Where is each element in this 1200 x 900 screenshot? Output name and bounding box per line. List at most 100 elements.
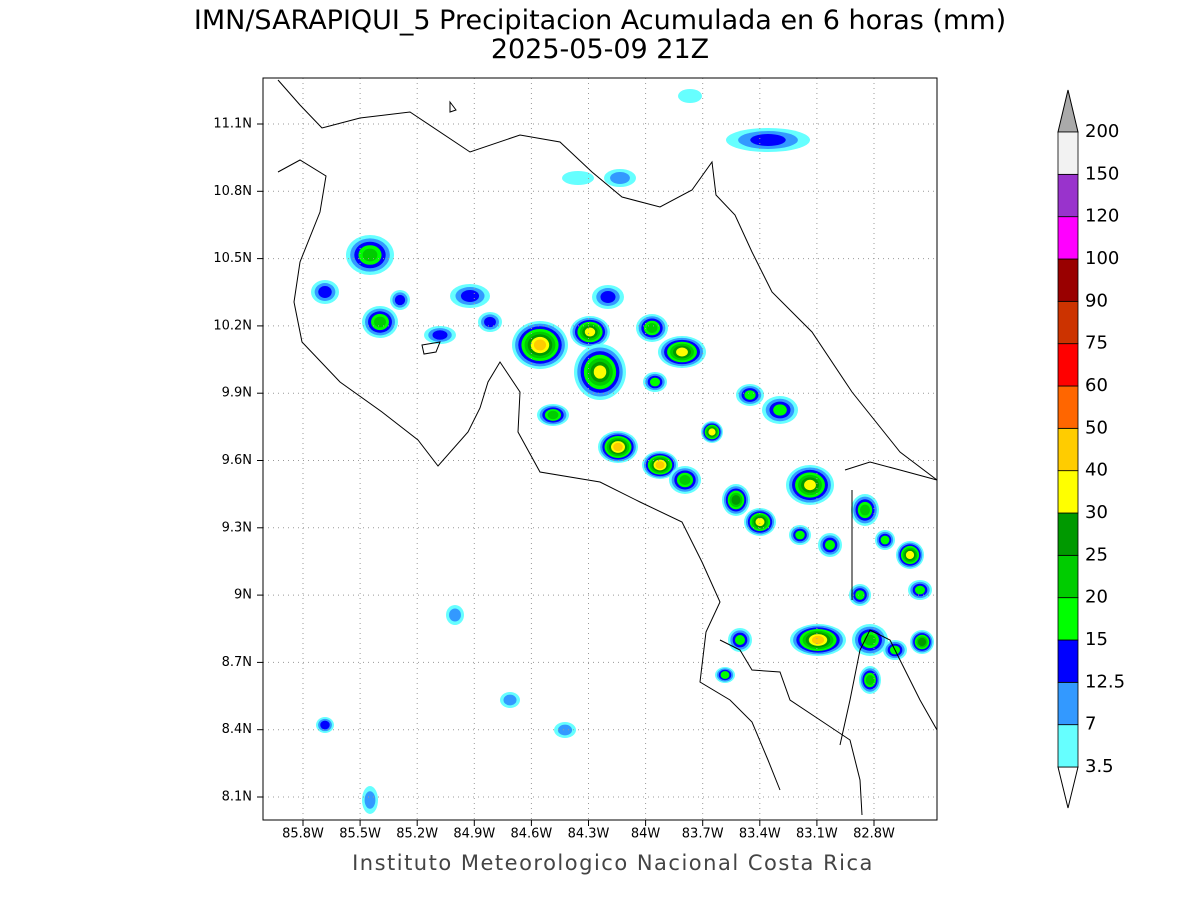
lon-label: 85.2W: [396, 827, 438, 842]
rain-cell: [484, 316, 496, 328]
footer: Instituto Meteorologico Nacional Costa R…: [352, 851, 874, 875]
colorbar-segment: [1057, 300, 1079, 345]
colorbar-label: 40: [1085, 460, 1108, 481]
rain-cell: [914, 585, 926, 595]
colorbar-label: 7: [1085, 714, 1096, 735]
rain-cell: [557, 724, 573, 736]
rain-cell: [562, 171, 594, 185]
colorbar-label: 200: [1085, 121, 1119, 142]
rain-cell: [905, 550, 915, 560]
rain-cell: [744, 390, 756, 400]
rain-cell: [676, 347, 688, 357]
colorbar-segment: [1057, 470, 1079, 514]
lon-label: 85.5W: [339, 827, 381, 842]
rain-cell: [860, 504, 870, 516]
colorbar-segment: [1057, 216, 1079, 260]
map-frame: [262, 77, 938, 821]
rain-cell: [613, 442, 623, 452]
rain-cell: [773, 404, 787, 416]
coastline: [277, 79, 938, 481]
colorbar-label: 12.5: [1085, 671, 1125, 692]
axis-labels: 85.8W 85.5W 85.2W 84.9W 84.6W 84.3W 84W 83.7W 83…: [213, 117, 895, 842]
lon-label: 84W: [631, 827, 661, 842]
rain-cell: [880, 535, 890, 545]
lon-label: 83.1W: [796, 827, 838, 842]
colorbar: 3.5 7 12.5 15 20 25 30 40 50 60 75 90 100 120 150 200: [1057, 89, 1125, 809]
colorbar-segment: [1057, 427, 1079, 472]
rain-cell: [865, 675, 875, 685]
island: [421, 100, 457, 355]
colorbar-label: 120: [1085, 206, 1119, 227]
colorbar-label: 150: [1085, 163, 1119, 184]
precipitation-field: [311, 89, 934, 814]
rain-cell: [755, 517, 765, 527]
subtitle: 2025-05-09 21Z: [491, 34, 709, 65]
rain-cell: [811, 635, 825, 645]
lon-label: 84.9W: [453, 827, 495, 842]
coastlines: [277, 79, 938, 816]
rain-cell: [655, 461, 665, 469]
colorbar-label: 90: [1085, 290, 1108, 311]
colorbar-over: [1057, 89, 1079, 133]
colorbar-label: 30: [1085, 502, 1108, 523]
rain-cell: [364, 791, 376, 809]
colorbar-label: 75: [1085, 333, 1108, 354]
colorbar-label: 15: [1085, 629, 1108, 650]
colorbar-segment: [1057, 554, 1079, 599]
rain-cell: [678, 89, 702, 103]
colorbar-segment: [1057, 258, 1079, 302]
colorbar-segment: [1057, 597, 1079, 641]
lat-label: 10.8N: [213, 184, 252, 199]
rain-cell: [720, 671, 730, 679]
rain-cell: [503, 694, 517, 706]
rain-cell: [646, 323, 658, 333]
lon-label: 82.8W: [853, 827, 895, 842]
rain-cell: [708, 428, 716, 436]
graticule: [263, 78, 937, 820]
rain-cell: [547, 410, 559, 420]
rain-cell: [824, 539, 836, 551]
rain-cell: [362, 248, 378, 262]
colorbar-label: 20: [1085, 587, 1108, 608]
lon-label: 85.8W: [282, 827, 324, 842]
colorbar-label: 60: [1085, 375, 1108, 396]
rain-cell: [795, 530, 805, 540]
rain-cell: [864, 634, 876, 646]
rain-cell: [917, 637, 927, 647]
colorbar-segment: [1057, 173, 1079, 218]
colorbar-under: [1057, 766, 1079, 809]
rain-cell: [750, 134, 786, 146]
rain-cell: [593, 365, 607, 379]
lat-label: 11.1N: [213, 117, 252, 132]
lon-label: 84.3W: [568, 827, 610, 842]
rain-cell: [610, 172, 630, 184]
lat-label: 8.7N: [222, 655, 252, 670]
lat-label: 9.3N: [222, 520, 252, 535]
colorbar-segment: [1057, 512, 1079, 556]
lat-label: 9.6N: [222, 453, 252, 468]
colorbar-segment: [1057, 385, 1079, 429]
rain-cell: [679, 475, 691, 485]
lat-label: 8.1N: [222, 790, 252, 805]
rain-cell: [584, 327, 596, 337]
lat-label: 9N: [234, 588, 252, 603]
colorbar-label: 25: [1085, 544, 1108, 565]
colorbar-label: 100: [1085, 248, 1119, 269]
rain-cell: [734, 634, 746, 646]
lat-label: 9.9N: [222, 386, 252, 401]
title: IMN/SARAPIQUI_5 Precipitacion Acumulada …: [194, 5, 1006, 36]
colorbar-segment: [1057, 724, 1079, 768]
rain-cell: [460, 290, 480, 302]
colorbar-segment: [1057, 343, 1079, 387]
rain-cell: [731, 495, 741, 505]
rain-cell: [320, 720, 330, 730]
lon-label: 83.7W: [682, 827, 724, 842]
rain-cell: [374, 316, 386, 328]
lat-label: 8.4N: [222, 722, 252, 737]
rain-cell: [533, 339, 547, 351]
rain-cell: [394, 294, 406, 306]
colorbar-segment: [1057, 639, 1079, 683]
coastline: [277, 159, 781, 791]
colorbar-segment: [1057, 681, 1079, 726]
